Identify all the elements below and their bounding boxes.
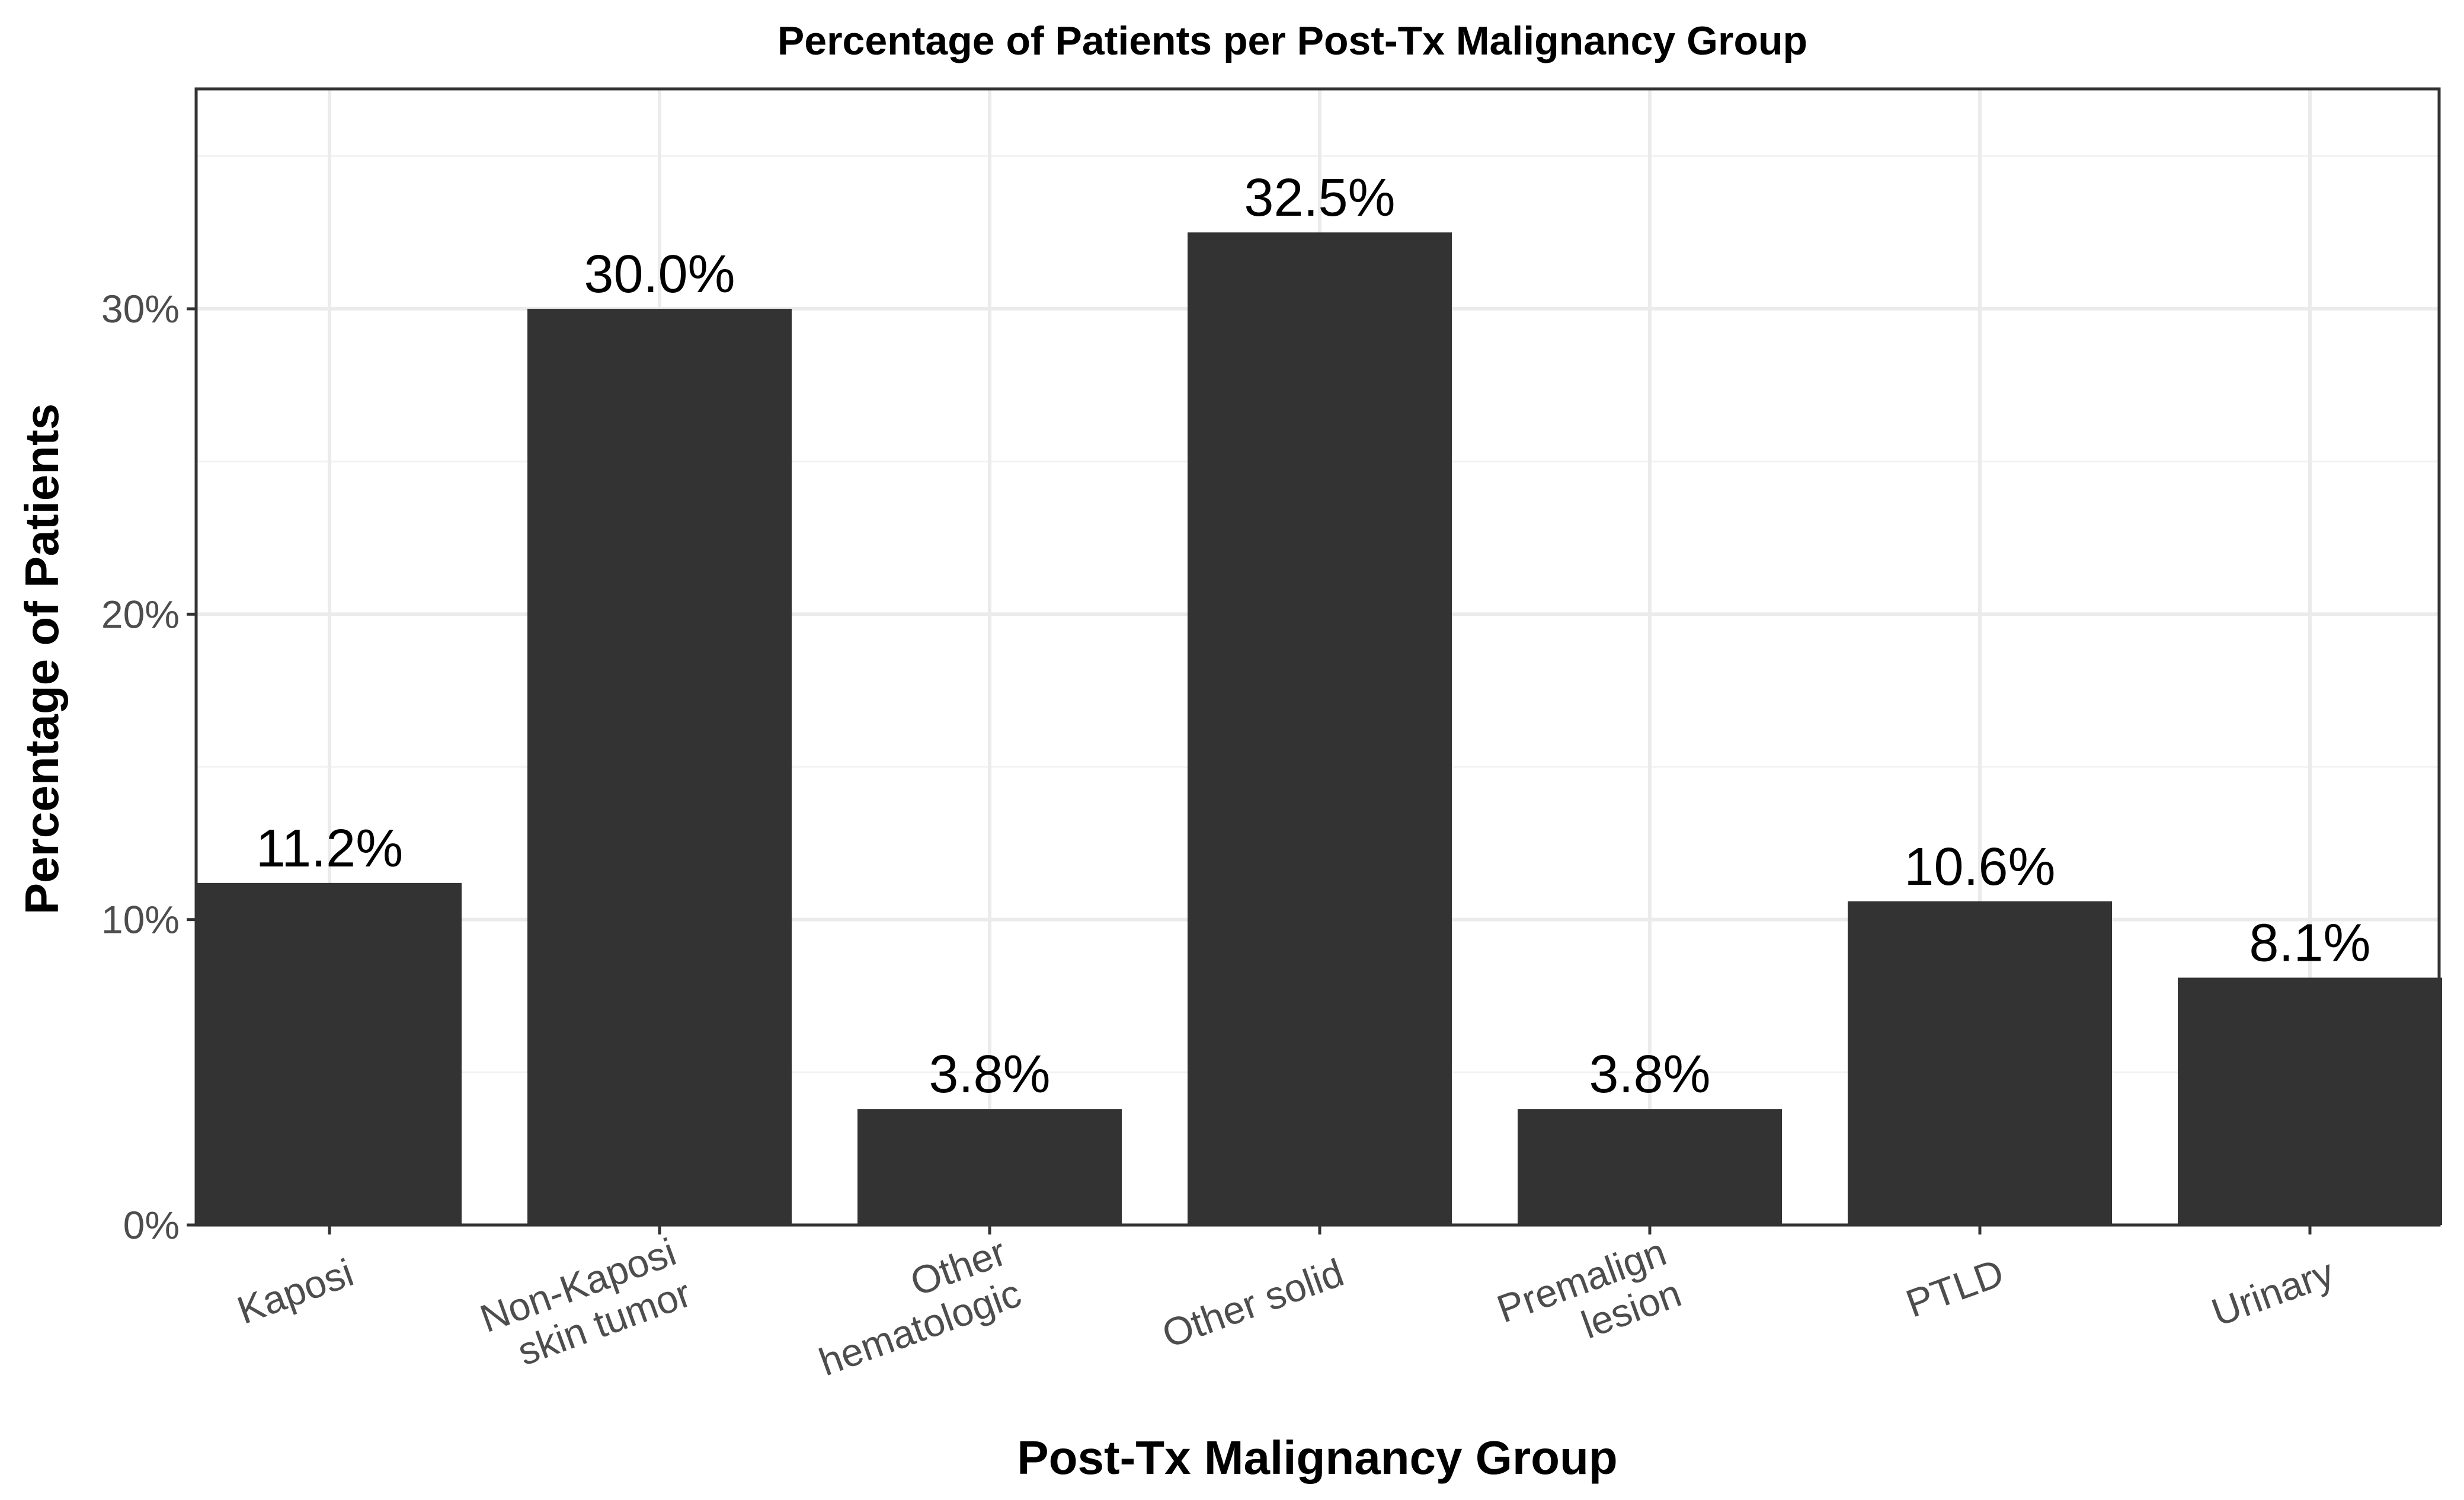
x-tick-label: Other solid: [1156, 1250, 1349, 1356]
x-axis-title: Post-Tx Malignancy Group: [1017, 1431, 1617, 1484]
plot-panel: [194, 87, 2441, 1227]
y-tick-label: 20%: [101, 592, 180, 636]
x-tick-label: Urinary: [2206, 1250, 2339, 1334]
y-tick-label: 0%: [123, 1203, 180, 1247]
bar-value-label: 30.0%: [584, 245, 735, 304]
x-tick-label: Non-Kaposiskin tumor: [475, 1230, 697, 1382]
data-labels: 11.2% 30.0% 3.8% 32.5% 3.8% 10.6% 8.1%: [256, 168, 2371, 1104]
x-tick-label-line: PTLD: [1900, 1250, 2009, 1325]
bar-value-label: 3.8%: [929, 1045, 1050, 1104]
x-tick-label: Kaposi: [232, 1250, 359, 1332]
x-tick-label-line: Other solid: [1156, 1250, 1349, 1356]
x-axis: Kaposi Non-Kaposiskin tumor Otherhematolog…: [232, 1225, 2340, 1384]
bar-value-label: 32.5%: [1244, 168, 1395, 228]
bar: [527, 309, 792, 1226]
chart-title: Percentage of Patients per Post-Tx Malig…: [777, 18, 1807, 63]
bar: [2178, 977, 2442, 1225]
bar-value-label: 3.8%: [1589, 1045, 1710, 1104]
x-tick-label: Premalignlesion: [1491, 1230, 1687, 1373]
x-tick-label: Otherhematologic: [798, 1230, 1026, 1384]
x-tick-label: PTLD: [1900, 1250, 2009, 1325]
bar-value-label: 10.6%: [1904, 837, 2055, 897]
x-tick-label-line: Kaposi: [232, 1250, 359, 1332]
bar: [857, 1109, 1122, 1225]
y-axis-title: Percentage of Patients: [15, 404, 68, 915]
bar-value-label: 11.2%: [256, 819, 404, 878]
bar: [197, 882, 462, 1225]
x-tick-label-line: Urinary: [2206, 1250, 2339, 1334]
bars: [197, 232, 2442, 1226]
bar-value-label: 8.1%: [2249, 914, 2370, 973]
y-axis: 0% 10% 20% 30%: [101, 287, 196, 1247]
bar: [1188, 232, 1452, 1225]
y-tick-label: 10%: [101, 898, 180, 942]
bar: [1848, 901, 2112, 1225]
y-tick-label: 30%: [101, 287, 180, 331]
bar: [1518, 1109, 1782, 1225]
